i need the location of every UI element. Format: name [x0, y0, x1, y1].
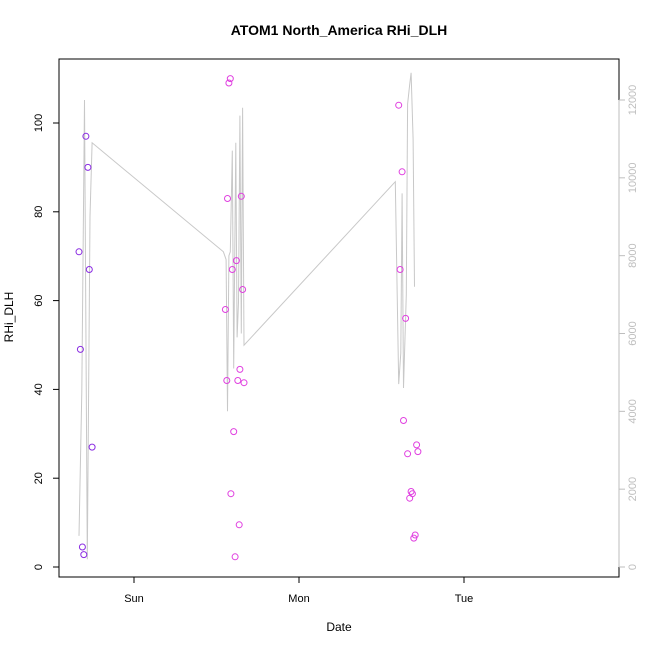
- data-point: [240, 379, 248, 387]
- y-axis-label: RHi_DLH: [2, 292, 16, 343]
- data-point: [396, 266, 404, 273]
- data-point: [88, 443, 96, 451]
- data-point: [236, 365, 244, 373]
- data-point: [402, 314, 410, 322]
- data-point: [82, 132, 90, 140]
- y-axis-right: 0 2000 4000 6000 8000 10000 12000: [618, 85, 639, 570]
- data-point: [232, 257, 240, 265]
- y-tick-label: 20: [33, 472, 45, 484]
- data-point: [75, 248, 83, 256]
- y-tick-label: 60: [33, 294, 45, 306]
- y2-tick-label: 2000: [627, 477, 639, 501]
- y2-tick-label: 12000: [627, 85, 639, 116]
- data-point: [224, 195, 231, 202]
- x-tick-label: Mon: [288, 593, 309, 605]
- data-point: [80, 551, 88, 559]
- data-point: [414, 448, 422, 456]
- x-tick-label: Sun: [124, 593, 144, 605]
- y-tick-label: 40: [33, 383, 45, 395]
- y2-tick-label: 10000: [627, 163, 639, 194]
- data-point: [239, 286, 247, 293]
- points-layer: [75, 75, 422, 561]
- y2-tick-label: 0: [627, 564, 639, 570]
- data-point: [226, 75, 234, 83]
- altitude-line: [78, 72, 415, 560]
- altitude-line-layer: [78, 72, 415, 560]
- data-point: [237, 192, 245, 200]
- y2-tick-label: 6000: [627, 321, 639, 345]
- chart-title: ATOM1 North_America RHi_DLH: [231, 22, 448, 38]
- data-point: [231, 553, 239, 561]
- data-point: [408, 490, 416, 498]
- y-tick-label: 100: [33, 114, 45, 132]
- data-point: [411, 531, 419, 539]
- data-point: [85, 266, 93, 273]
- data-point: [400, 417, 407, 424]
- data-point: [234, 377, 242, 384]
- y2-tick-label: 4000: [627, 399, 639, 423]
- y2-tick-label: 8000: [627, 243, 639, 267]
- data-point: [221, 306, 229, 313]
- y-tick-label: 0: [33, 564, 45, 570]
- data-point: [84, 163, 92, 171]
- data-point: [223, 377, 231, 384]
- x-axis: Sun Mon Tue: [124, 576, 474, 605]
- data-point: [78, 543, 86, 551]
- y-tick-label: 80: [33, 206, 45, 218]
- data-point: [395, 101, 403, 109]
- data-point: [76, 345, 84, 353]
- data-point: [228, 266, 236, 273]
- data-point: [225, 79, 233, 87]
- data-point: [227, 490, 235, 498]
- data-point: [404, 450, 412, 458]
- x-axis-label: Date: [326, 620, 352, 634]
- x-tick-label: Tue: [455, 593, 474, 605]
- data-point: [413, 441, 421, 449]
- y-axis-left: 0 20 40 60 80 100: [33, 114, 60, 570]
- data-point: [230, 428, 238, 436]
- data-point: [235, 521, 243, 529]
- data-point: [398, 168, 406, 176]
